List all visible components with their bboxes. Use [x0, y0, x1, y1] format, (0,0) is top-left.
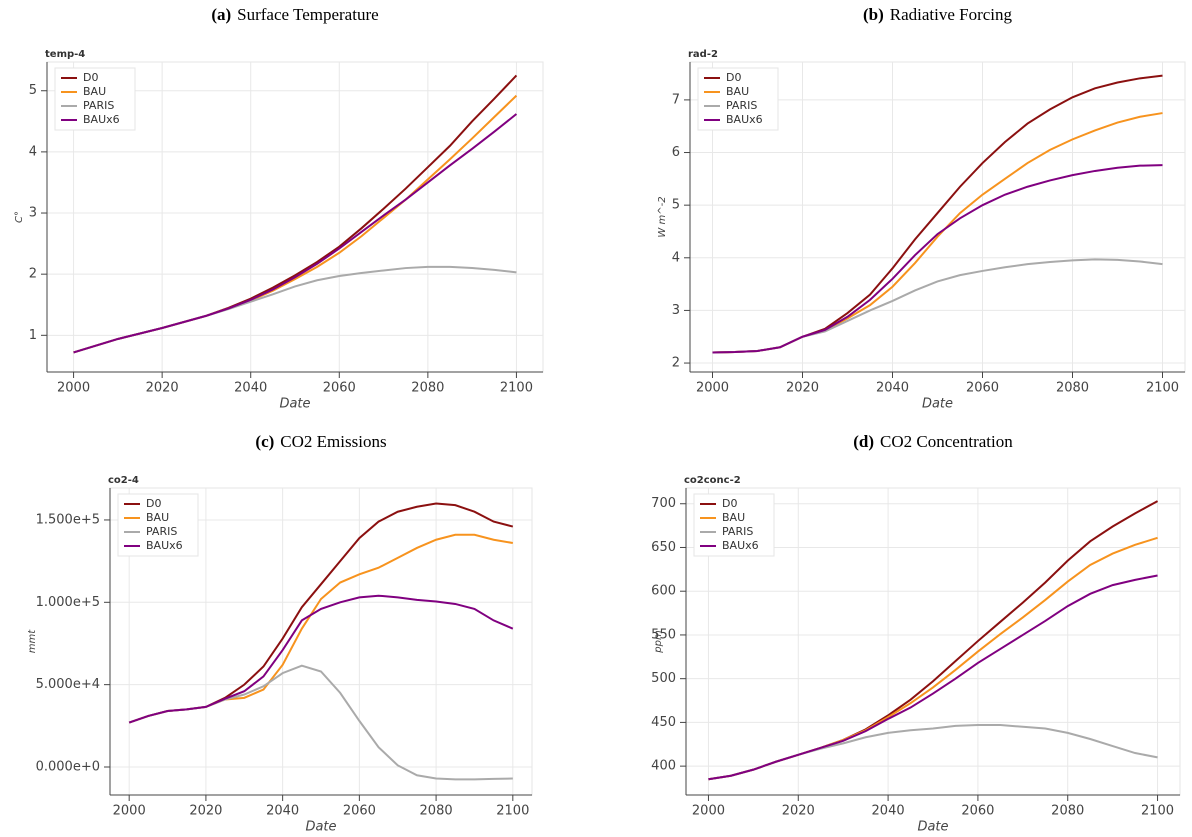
chart-title: co2-4 [108, 475, 139, 486]
y-tick-label: 4 [672, 250, 680, 265]
series-line [708, 574, 1158, 781]
x-tick-label: 2040 [876, 381, 909, 396]
x-tick-label: 2100 [1146, 381, 1179, 396]
x-tick-label: 2000 [692, 804, 725, 819]
x-tick-label: 2060 [323, 381, 356, 396]
y-tick-label: 2 [672, 356, 680, 371]
legend-label: BAUx6 [83, 113, 120, 126]
x-tick-label: 2060 [966, 381, 999, 396]
x-axis-label: Date [305, 820, 336, 835]
y-tick-label: 0.000e+0 [36, 760, 100, 775]
legend-label: BAU [83, 85, 106, 98]
caption-label: (d) [853, 432, 874, 451]
x-tick-label: 2100 [1141, 804, 1174, 819]
legend-label: BAUx6 [146, 539, 183, 552]
legend-label: BAU [146, 511, 169, 524]
panel-caption: (a) Surface Temperature [211, 5, 378, 24]
panel-caption: (c) CO2 Emissions [255, 432, 386, 451]
x-tick-label: 2060 [961, 804, 994, 819]
caption-label: (b) [863, 5, 884, 24]
panel-caption: (b) Radiative Forcing [863, 5, 1013, 24]
chart-title: rad-2 [688, 49, 718, 60]
x-tick-label: 2020 [786, 381, 819, 396]
legend-label: D0 [83, 71, 98, 84]
y-tick-label: 6 [672, 145, 680, 160]
x-tick-label: 2080 [1056, 381, 1089, 396]
series-line [712, 164, 1163, 354]
x-tick-label: 2080 [420, 804, 453, 819]
y-tick-label: 1.000e+5 [36, 595, 100, 610]
caption-label: (a) [211, 5, 231, 24]
y-tick-label: 4 [29, 144, 37, 159]
legend-label: PARIS [722, 525, 753, 538]
x-tick-label: 2040 [872, 804, 905, 819]
panel-caption: (d) CO2 Concentration [853, 432, 1013, 451]
legend-label: PARIS [83, 99, 114, 112]
x-tick-label: 2060 [343, 804, 376, 819]
legend-label: D0 [722, 497, 737, 510]
x-tick-label: 2100 [500, 381, 533, 396]
y-axis-label: mmt [27, 629, 38, 653]
chart-title: temp-4 [45, 49, 85, 60]
x-tick-label: 2020 [782, 804, 815, 819]
y-tick-label: 1.500e+5 [36, 512, 100, 527]
x-tick-label: 2000 [696, 381, 729, 396]
y-tick-label: 3 [29, 206, 37, 221]
y-tick-label: 5 [672, 198, 680, 213]
legend-label: D0 [146, 497, 161, 510]
x-axis-label: Date [917, 820, 948, 835]
y-axis-label: C° [14, 211, 25, 223]
legend-label: PARIS [726, 99, 757, 112]
caption-text: Surface Temperature [237, 5, 379, 24]
legend-label: BAU [722, 511, 745, 524]
x-tick-label: 2040 [234, 381, 267, 396]
series-line [73, 113, 518, 354]
y-tick-label: 5 [29, 83, 37, 98]
y-tick-label: 3 [672, 303, 680, 318]
caption-text: CO2 Emissions [280, 432, 386, 451]
legend-label: PARIS [146, 525, 177, 538]
y-axis-label: ppm [653, 630, 664, 654]
x-tick-label: 2080 [411, 381, 444, 396]
legend-label: BAUx6 [726, 113, 763, 126]
y-tick-label: 700 [651, 496, 676, 511]
y-tick-label: 2 [29, 267, 37, 282]
y-tick-label: 400 [651, 759, 676, 774]
caption-label: (c) [255, 432, 274, 451]
y-axis-label: W m^-2 [657, 196, 668, 237]
y-tick-label: 500 [651, 671, 676, 686]
chart-title: co2conc-2 [684, 475, 741, 486]
y-tick-label: 600 [651, 584, 676, 599]
x-axis-label: Date [279, 397, 310, 412]
legend-label: BAU [726, 85, 749, 98]
caption-text: Radiative Forcing [890, 5, 1013, 24]
y-tick-label: 7 [672, 92, 680, 107]
x-tick-label: 2000 [57, 381, 90, 396]
x-tick-label: 2020 [146, 381, 179, 396]
x-tick-label: 2020 [189, 804, 222, 819]
x-tick-label: 2080 [1051, 804, 1084, 819]
y-tick-label: 450 [651, 715, 676, 730]
legend-label: D0 [726, 71, 741, 84]
legend-label: BAUx6 [722, 539, 759, 552]
y-tick-label: 1 [29, 328, 37, 343]
y-tick-label: 650 [651, 540, 676, 555]
x-axis-label: Date [922, 397, 953, 412]
series-line [128, 594, 514, 724]
caption-text: CO2 Concentration [880, 432, 1013, 451]
y-tick-label: 550 [651, 627, 676, 642]
x-tick-label: 2040 [266, 804, 299, 819]
x-tick-label: 2000 [113, 804, 146, 819]
y-tick-label: 5.000e+4 [36, 677, 100, 692]
x-tick-label: 2100 [496, 804, 529, 819]
